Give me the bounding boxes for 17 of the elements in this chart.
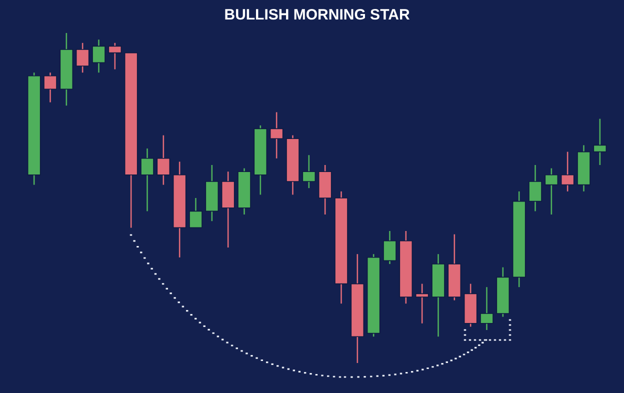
candlestick [156,134,170,186]
candlestick [480,286,494,331]
candlestick [76,42,90,74]
candlestick [270,112,284,160]
candlestick [108,42,122,70]
chart-title: BULLISH MORNING STAR [224,6,410,24]
candlestick [415,283,429,324]
candlestick [189,197,202,228]
candlestick [544,168,558,216]
candlestick [528,164,542,212]
candlestick [140,148,154,212]
candlestick [44,72,57,103]
candlestick [383,230,396,265]
candlestick [560,151,574,192]
candlestick [92,38,106,74]
candlestick [593,118,607,166]
candlestick [302,154,316,189]
